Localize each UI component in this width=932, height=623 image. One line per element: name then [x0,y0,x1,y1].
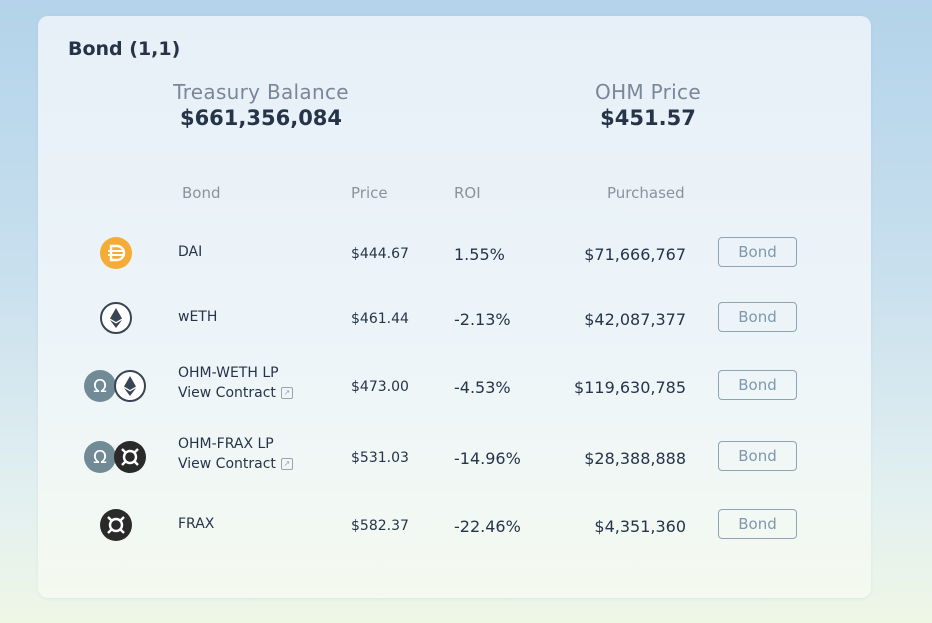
table-row: FRAX $582.37 -22.46% $4,351,360 Bond [38,500,871,550]
bond-name: OHM-FRAX LP [178,436,274,452]
bond-button[interactable]: Bond [718,302,797,332]
bond-purchased: $42,087,377 [584,310,686,329]
bond-purchased: $71,666,767 [584,245,686,264]
table-row: wETH $461.44 -2.13% $42,087,377 Bond [38,293,871,343]
page-title: Bond (1,1) [68,38,181,60]
token-icons: Ω [84,370,148,404]
bond-button[interactable]: Bond [718,509,797,539]
bond-name-block: OHM-FRAX LP View Contract ↗ [178,436,293,472]
table-row: Ω OHM-WETH LP View Contract ↗ $473.00 -4… [38,361,871,411]
ohm-icon: Ω [84,370,116,402]
view-contract-label: View Contract [178,385,276,401]
dai-icon [100,237,132,269]
frax-icon [100,509,132,541]
column-header-price: Price [351,184,388,202]
token-icons: Ω [84,441,148,475]
token-icons [84,509,148,543]
bond-price: $461.44 [351,311,409,327]
bond-roi: -14.96% [454,449,521,468]
treasury-balance-label: Treasury Balance [173,80,349,104]
column-header-bond: Bond [182,184,221,202]
bond-roi: -2.13% [454,310,511,329]
treasury-balance-value: $661,356,084 [179,106,343,130]
treasury-balance: Treasury Balance $661,356,084 [168,80,354,130]
external-link-icon: ↗ [280,458,293,470]
bond-button[interactable]: Bond [718,237,797,267]
bond-name-block: OHM-WETH LP View Contract ↗ [178,365,293,401]
bond-name: OHM-WETH LP [178,365,279,381]
column-header-roi: ROI [454,184,481,202]
table-row: Ω OHM-FRAX LP View Contract ↗ $531.03 -1… [38,432,871,482]
bond-name: DAI [178,244,203,260]
token-icons [84,302,148,336]
bond-name: wETH [178,309,218,325]
bond-purchased: $4,351,360 [594,517,686,536]
eth-icon [114,370,146,402]
eth-icon [100,302,132,334]
view-contract-link[interactable]: View Contract ↗ [178,385,293,401]
ohm-icon: Ω [84,441,116,473]
bond-price: $531.03 [351,450,409,466]
bond-price: $582.37 [351,518,409,534]
bond-purchased: $28,388,888 [584,449,686,468]
ohm-price: OHM Price $451.57 [578,80,718,130]
bond-roi: 1.55% [454,245,505,264]
bond-card: Bond (1,1) Treasury Balance $661,356,084… [38,16,871,598]
column-header-purchased: Purchased [607,184,685,202]
bond-roi: -22.46% [454,517,521,536]
bond-button[interactable]: Bond [718,441,797,471]
token-icons [84,237,148,271]
bond-name: FRAX [178,516,215,532]
bond-roi: -4.53% [454,378,511,397]
view-contract-label: View Contract [178,456,276,472]
external-link-icon: ↗ [280,387,293,399]
ohm-price-label: OHM Price [595,80,701,104]
frax-icon [114,441,146,473]
view-contract-link[interactable]: View Contract ↗ [178,456,293,472]
table-row: DAI $444.67 1.55% $71,666,767 Bond [38,228,871,278]
bond-purchased: $119,630,785 [574,378,686,397]
bond-price: $444.67 [351,246,409,262]
bond-button[interactable]: Bond [718,370,797,400]
bond-price: $473.00 [351,379,409,395]
ohm-price-value: $451.57 [600,106,696,130]
